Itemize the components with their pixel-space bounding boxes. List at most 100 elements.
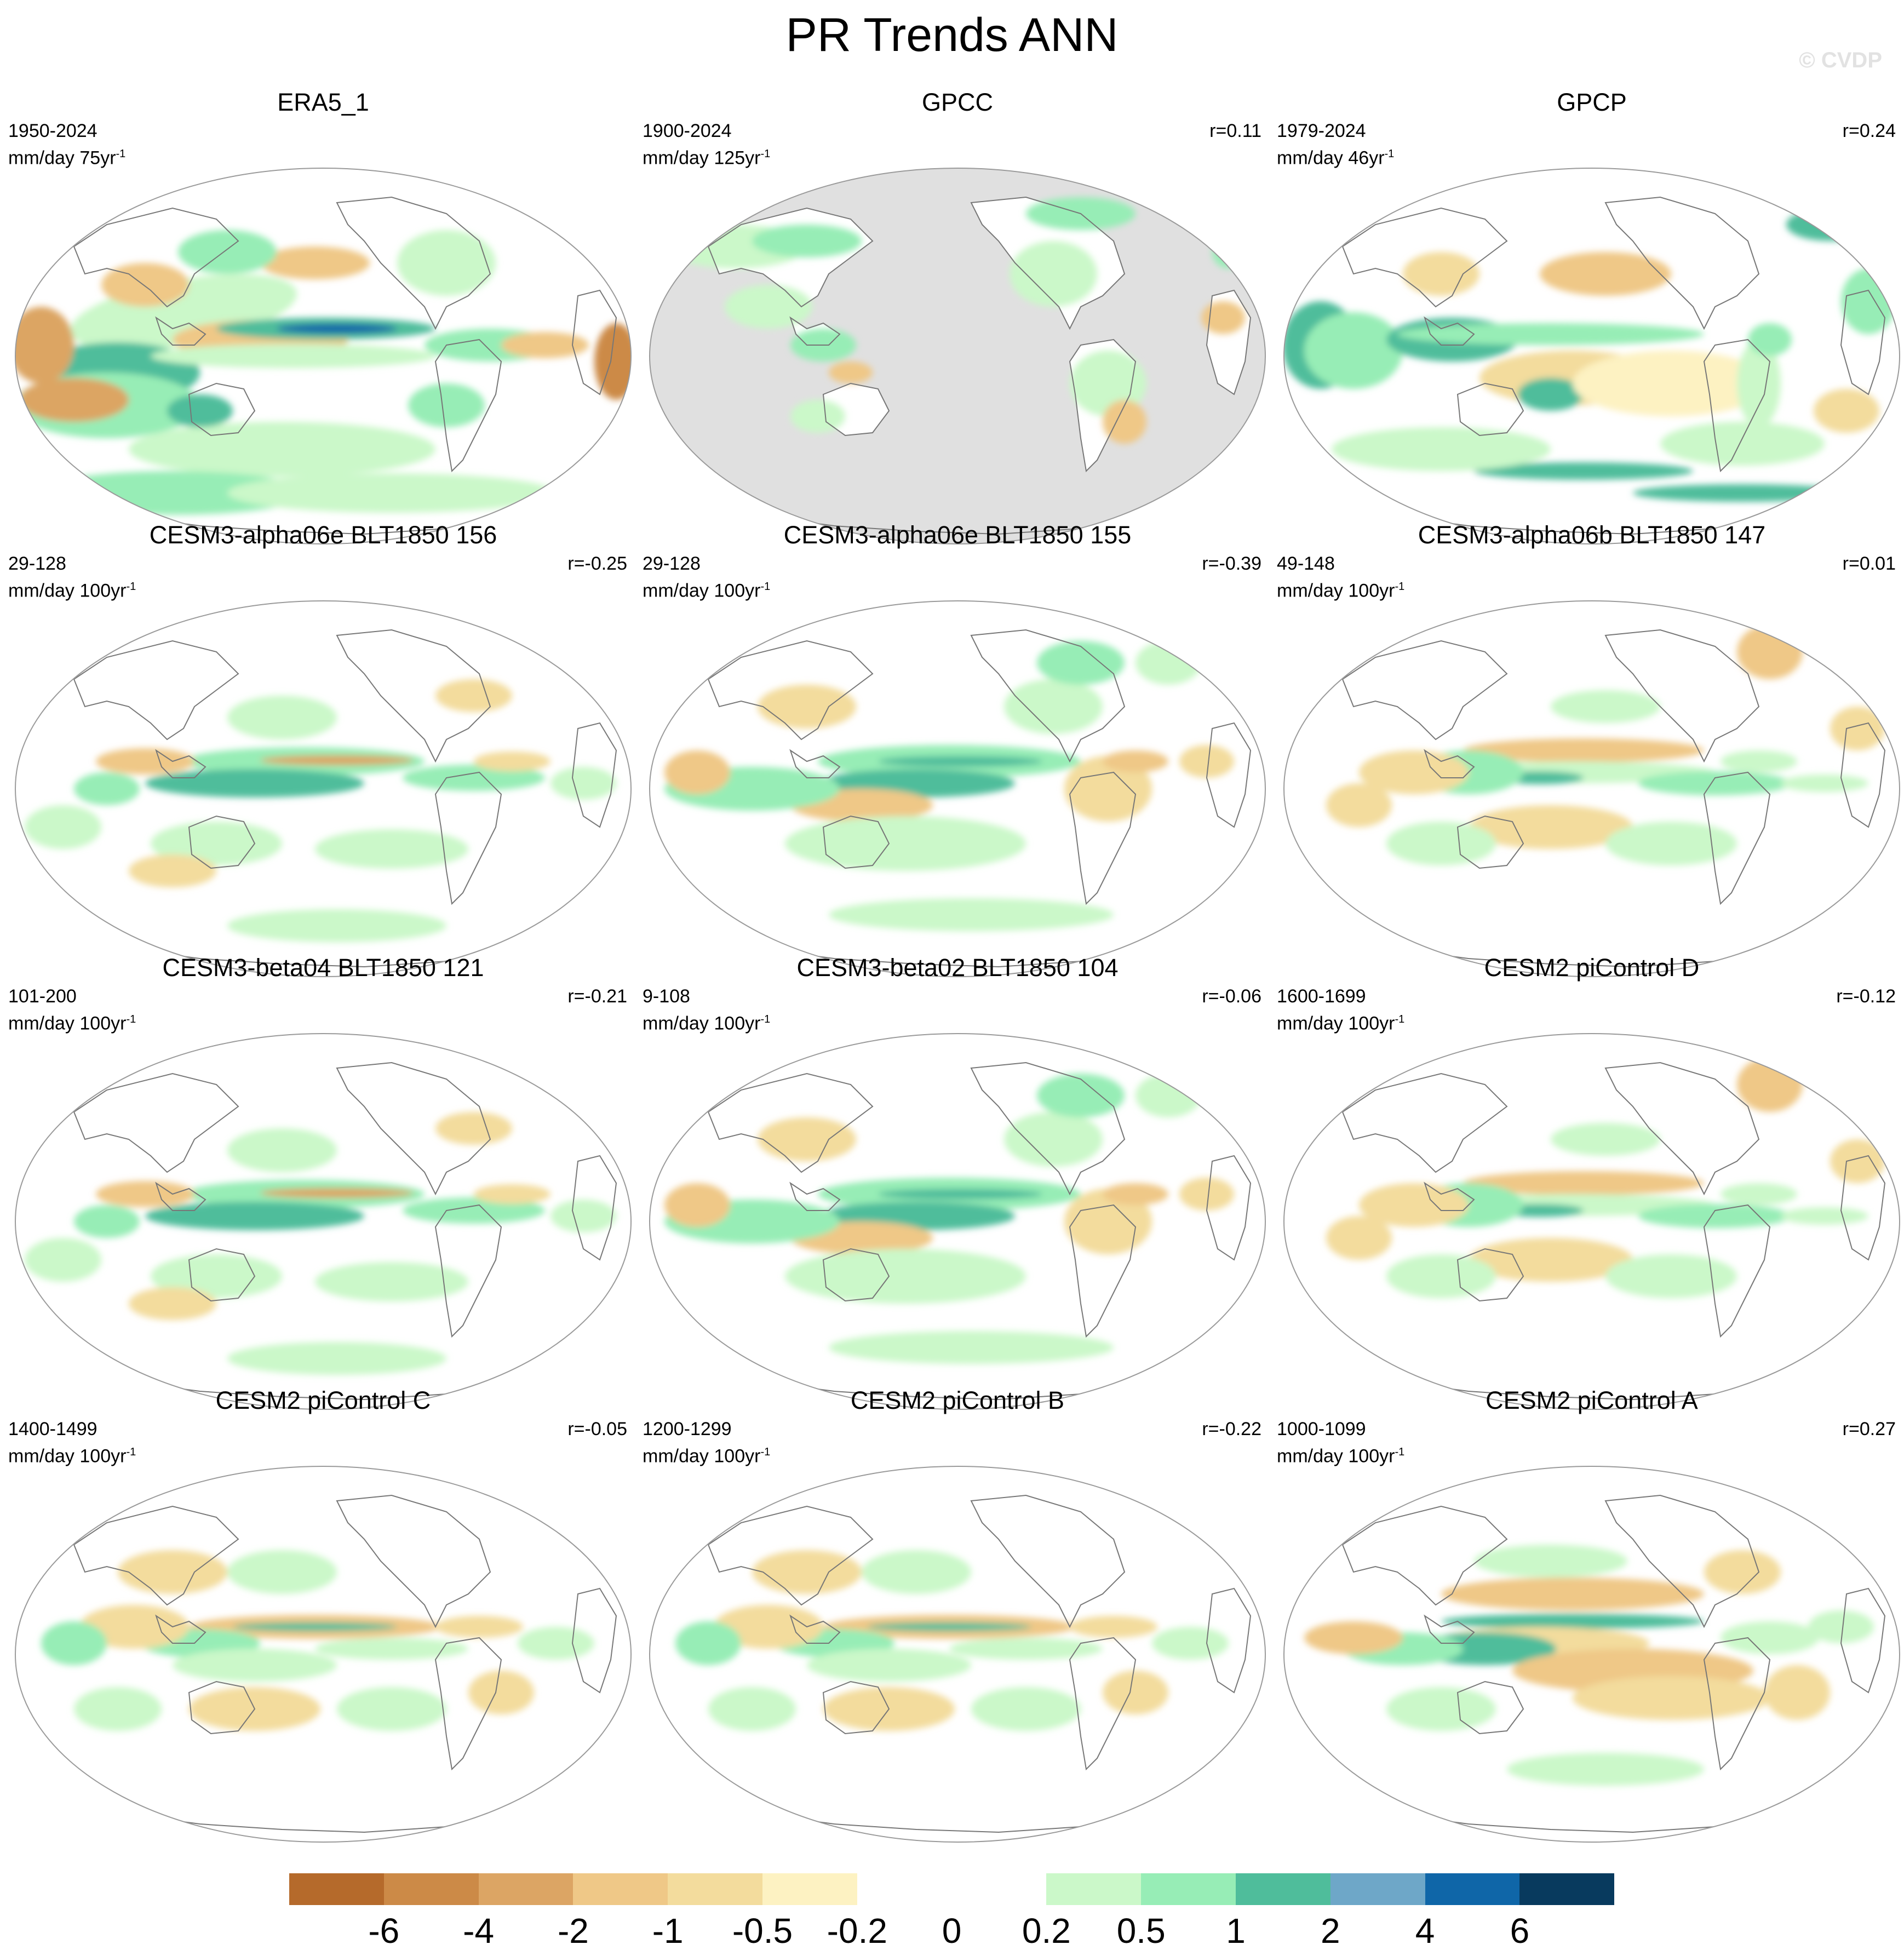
colorbar-box <box>762 1873 857 1905</box>
trend-region <box>829 362 873 383</box>
trend-region <box>785 816 1026 871</box>
panel-title: CESM2 piControl D <box>1484 954 1700 982</box>
colorbar-box <box>289 1873 384 1905</box>
trend-region <box>1518 378 1584 411</box>
trend-region <box>315 1638 468 1660</box>
coastline <box>1840 289 1886 395</box>
panel-title: GPCC <box>921 88 993 116</box>
coastline <box>155 749 207 778</box>
coastline <box>1703 771 1771 905</box>
trend-region <box>1004 679 1103 734</box>
trend-shading <box>664 641 1234 931</box>
trend-span: 100yr <box>1348 580 1395 601</box>
coastline <box>1424 1614 1475 1644</box>
colorbar-box <box>951 1873 1047 1905</box>
colorbar-box <box>1519 1873 1615 1905</box>
trend-region <box>397 230 496 296</box>
span-exponent: -1 <box>1384 148 1395 160</box>
panel-period: 9-108 <box>643 986 690 1007</box>
trend-region <box>1540 252 1671 296</box>
trend-region <box>1469 805 1633 849</box>
pattern-correlation: r=-0.12 <box>1836 986 1896 1007</box>
trend-region <box>173 1649 337 1682</box>
coastline <box>188 1680 256 1735</box>
map-panel: CESM2 piControl C 1400-1499 mm/day 100yr-1… <box>8 1386 638 1843</box>
span-exponent: -1 <box>1395 581 1405 593</box>
trend-region <box>227 473 556 513</box>
span-exponent: -1 <box>760 1446 771 1458</box>
trend-region <box>1463 1171 1704 1195</box>
trend-region <box>550 767 616 800</box>
colorbar-tick-label: -0.2 <box>827 1911 887 1951</box>
trend-region <box>867 1622 1031 1631</box>
panel-period-units: 1900-2024 mm/day 125yr-1 <box>643 119 770 169</box>
colorbar-tick-label: 4 <box>1415 1911 1435 1951</box>
panel-period-units: 1600-1699 mm/day 100yr-1 <box>1277 985 1404 1035</box>
figure-title: PR Trends ANN <box>785 9 1119 61</box>
map-panel: CESM3-alpha06e BLT1850 156 29-128 mm/day 1… <box>8 520 638 977</box>
trend-map <box>649 600 1266 977</box>
trend-region <box>96 1181 194 1207</box>
coastline <box>1456 382 1524 437</box>
colorbar: -6 -4 -2 -1 -0.5 -0.2 0 0.2 0.5 1 2 4 6 <box>289 1873 1615 1955</box>
coastline <box>571 1155 617 1261</box>
map-panel: CESM3-alpha06e BLT1850 155 29-128 mm/day 1… <box>643 520 1272 977</box>
coastline <box>336 1062 491 1196</box>
trend-region <box>664 750 730 794</box>
missing-data-ocean <box>650 168 1265 544</box>
trend-region <box>1064 1189 1152 1254</box>
coastline <box>1604 196 1760 330</box>
pattern-correlation: r=-0.05 <box>567 1419 627 1439</box>
trend-shading <box>15 230 631 515</box>
map-panel: CESM2 piControl D 1600-1699 mm/day 100yr-1… <box>1277 953 1904 1410</box>
trend-region <box>1638 771 1792 795</box>
trend-region <box>758 1117 856 1161</box>
colorbar-tick-label: 6 <box>1510 1911 1530 1951</box>
map-border <box>1283 168 1900 544</box>
coastline <box>1604 1494 1760 1628</box>
trend-region <box>74 1687 162 1731</box>
panel-units: mm/day 46yr-1 <box>1277 142 1394 169</box>
panel-period-units: 1200-1299 mm/day 100yr-1 <box>643 1418 770 1467</box>
panel-units: mm/day 100yr-1 <box>1277 1008 1404 1035</box>
trend-region <box>129 854 216 887</box>
colorbar-box <box>1330 1873 1425 1905</box>
trend-region <box>101 263 189 307</box>
trend-region <box>151 344 435 368</box>
coastline <box>434 339 502 473</box>
trend-map <box>15 1466 632 1843</box>
trend-region <box>1037 641 1125 685</box>
trend-region <box>1326 783 1392 827</box>
trend-map <box>649 1466 1266 1843</box>
trend-span: 100yr <box>79 580 127 601</box>
trend-region <box>1037 1074 1125 1117</box>
trend-region <box>550 1200 616 1232</box>
coastline <box>1206 722 1252 828</box>
trend-region <box>1386 1254 1496 1298</box>
coastline <box>789 1181 841 1211</box>
trend-region <box>725 285 812 329</box>
panel-title: ERA5_1 <box>277 88 369 116</box>
span-exponent: -1 <box>126 1013 136 1025</box>
trend-map <box>15 600 632 977</box>
trend-shading <box>25 679 616 942</box>
panel-title: CESM2 piControl B <box>850 1386 1065 1414</box>
coastline <box>970 629 1126 763</box>
trend-region <box>227 909 446 942</box>
coastline <box>1206 289 1252 395</box>
colorbar-box <box>668 1873 763 1905</box>
map-panel: ERA5_1 1950-2024 mm/day 75yr-1 <box>8 88 638 544</box>
map-panel: GPCP 1979-2024 mm/day 46yr-1 r=0.24 <box>1277 88 1904 544</box>
coastline <box>1069 339 1137 473</box>
colorbar-tick-label: -4 <box>463 1911 495 1951</box>
coastline <box>434 1637 502 1771</box>
coastline <box>434 1204 502 1338</box>
coastline <box>1069 1637 1137 1771</box>
map-border <box>1283 1466 1900 1843</box>
trend-region <box>752 225 862 257</box>
trend-region <box>971 1687 1081 1731</box>
panel-period: 29-128 <box>643 553 701 574</box>
trend-region <box>1064 756 1152 822</box>
trend-region <box>474 1184 550 1204</box>
trend-region <box>167 394 233 427</box>
